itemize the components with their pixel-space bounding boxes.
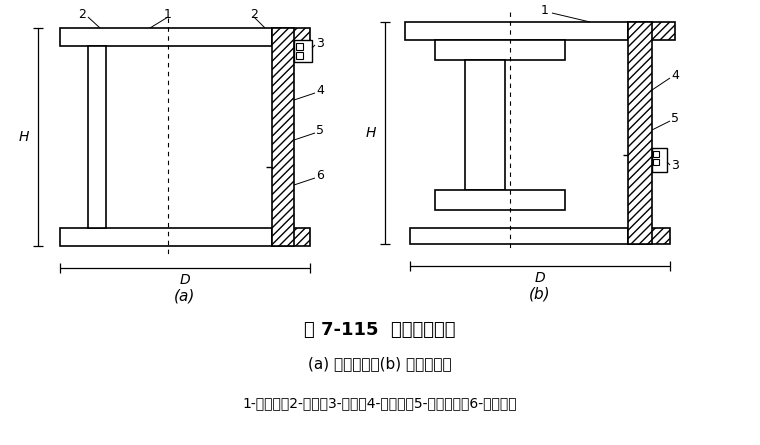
Bar [628,228,670,244]
Text: 5: 5 [316,124,324,137]
Bar [435,40,565,60]
Text: D: D [179,273,190,287]
Bar [88,46,106,228]
Text: 4: 4 [316,84,324,97]
Text: 5: 5 [671,112,679,125]
Text: H: H [19,130,29,144]
Bar [272,228,310,246]
Bar [294,40,312,62]
Text: (a) 用于帽上；(b) 用于垫木上: (a) 用于帽上；(b) 用于垫木上 [309,356,451,372]
Text: 图 7-115  锤击力传感器: 图 7-115 锤击力传感器 [304,321,456,339]
Bar [405,22,628,40]
Bar [465,60,505,190]
Bar [652,148,667,172]
Bar [272,28,310,46]
Bar [296,52,303,59]
Text: 3: 3 [316,36,324,49]
Text: 1: 1 [541,4,549,16]
Bar [60,28,272,46]
Bar [435,190,565,210]
Text: 3: 3 [671,158,679,171]
Text: 6: 6 [316,169,324,182]
Bar [410,228,628,244]
Text: (a): (a) [174,288,195,303]
Text: 2: 2 [78,8,86,20]
Text: (b): (b) [529,287,551,302]
Text: H: H [366,126,376,140]
Text: 2: 2 [250,8,258,20]
Text: 1: 1 [164,8,172,20]
Bar [653,159,659,165]
Bar [296,43,303,50]
Bar [272,28,294,246]
Text: D: D [535,271,546,285]
Text: 1-法兰盘；2-盖板；3-插座；4-电阻片；5-弹性元件；6-防水胶片: 1-法兰盘；2-盖板；3-插座；4-电阻片；5-弹性元件；6-防水胶片 [242,396,518,410]
Text: 4: 4 [671,69,679,81]
Bar [628,22,675,40]
Bar [60,228,272,246]
Bar [628,22,652,244]
Bar [653,151,659,157]
